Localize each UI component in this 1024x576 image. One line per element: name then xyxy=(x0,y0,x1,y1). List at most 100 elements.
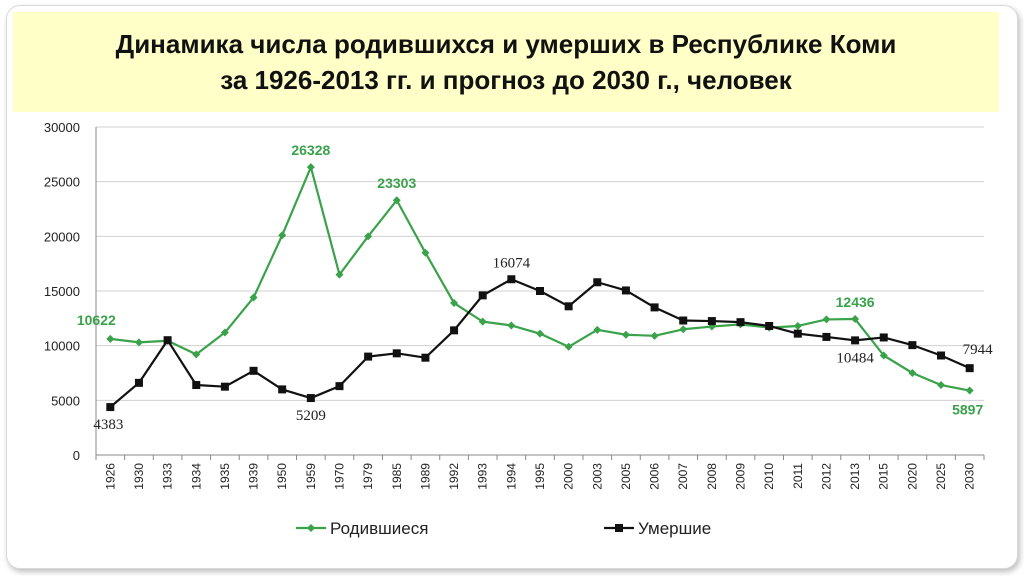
marker-deaths xyxy=(306,394,315,403)
marker-deaths xyxy=(134,378,143,387)
y-tick-label: 30000 xyxy=(44,120,80,135)
x-tick-label: 2011 xyxy=(791,463,805,489)
marker-births xyxy=(793,321,802,330)
marker-births xyxy=(564,342,573,351)
x-tick-label: 1959 xyxy=(304,463,318,490)
x-tick-label: 1992 xyxy=(447,463,461,490)
x-tick-label: 2007 xyxy=(676,463,690,490)
y-tick-label: 15000 xyxy=(44,284,80,299)
x-tick-label: 1939 xyxy=(247,463,261,490)
y-tick-label: 20000 xyxy=(44,229,80,244)
marker-births xyxy=(249,293,258,302)
marker-deaths xyxy=(536,287,544,295)
marker-deaths xyxy=(192,381,201,390)
x-tick-label: 2006 xyxy=(648,463,662,490)
marker-births xyxy=(593,325,602,334)
x-tick-label: 2025 xyxy=(934,463,948,490)
data-label-deaths: 5209 xyxy=(296,408,326,424)
marker-deaths xyxy=(822,332,831,341)
marker-deaths xyxy=(335,382,344,391)
legend-item-births: Родившиеся xyxy=(330,519,428,538)
marker-deaths xyxy=(220,382,229,391)
marker-deaths xyxy=(249,366,258,375)
marker-deaths xyxy=(879,333,888,342)
marker-births xyxy=(879,351,888,360)
marker-deaths xyxy=(937,351,946,360)
marker-deaths xyxy=(707,317,716,326)
x-tick-label: 1994 xyxy=(504,463,518,490)
marker-births xyxy=(278,231,287,240)
marker-deaths xyxy=(908,341,917,350)
marker-deaths xyxy=(278,385,287,394)
data-label-births: 26328 xyxy=(291,142,330,158)
marker-deaths xyxy=(621,286,630,295)
data-label-deaths: 4383 xyxy=(93,417,123,433)
marker-deaths xyxy=(650,303,659,312)
marker-births xyxy=(621,330,630,339)
slide-frame: Динамика числа родившихся и умерших в Ре… xyxy=(6,5,1018,569)
marker-births xyxy=(450,299,459,308)
data-label-deaths: 10484 xyxy=(836,350,874,366)
marker-births xyxy=(364,232,373,241)
marker-births xyxy=(851,315,860,324)
marker-deaths xyxy=(421,353,430,362)
marker-births xyxy=(421,248,430,257)
legend-marker-births xyxy=(307,524,315,532)
marker-births xyxy=(536,329,544,338)
marker-deaths xyxy=(392,349,401,358)
marker-deaths xyxy=(793,329,802,338)
marker-deaths xyxy=(851,336,860,345)
marker-deaths xyxy=(765,321,774,330)
x-tick-label: 2010 xyxy=(762,463,776,490)
x-tick-label: 1934 xyxy=(189,463,203,490)
x-tick-label: 2008 xyxy=(705,463,719,490)
marker-births xyxy=(106,334,115,343)
marker-births xyxy=(507,321,516,330)
x-tick-label: 1935 xyxy=(218,463,232,490)
marker-deaths xyxy=(736,318,745,327)
marker-births xyxy=(965,386,974,395)
marker-deaths xyxy=(478,291,487,300)
x-tick-label: 2003 xyxy=(590,463,604,490)
x-tick-label: 2005 xyxy=(619,463,633,490)
x-tick-label: 1933 xyxy=(161,463,175,490)
title-box: Динамика числа родившихся и умерших в Ре… xyxy=(13,12,999,112)
x-tick-label: 1993 xyxy=(476,463,490,490)
data-label-births: 10622 xyxy=(77,312,116,328)
data-label-births: 23303 xyxy=(377,175,416,191)
marker-deaths xyxy=(507,275,516,284)
marker-deaths xyxy=(965,364,974,373)
x-tick-label: 2012 xyxy=(819,463,833,490)
x-tick-label: 1995 xyxy=(533,463,547,490)
x-tick-label: 1926 xyxy=(103,463,117,490)
x-tick-label: 2013 xyxy=(848,463,862,490)
y-tick-label: 5000 xyxy=(51,393,80,408)
data-label-births: 5897 xyxy=(952,402,983,418)
legend-marker-deaths xyxy=(615,524,623,532)
marker-deaths xyxy=(593,278,602,287)
x-tick-label: 1985 xyxy=(390,463,404,490)
marker-births xyxy=(478,317,487,326)
marker-births xyxy=(192,350,201,359)
title-line-2: за 1926-2013 гг. и прогноз до 2030 г., ч… xyxy=(220,65,792,95)
legend-item-deaths: Умершие xyxy=(638,519,711,538)
data-label-deaths: 16074 xyxy=(493,255,531,271)
x-tick-label: 2000 xyxy=(562,463,576,490)
marker-births xyxy=(822,315,831,324)
marker-deaths xyxy=(163,336,172,345)
marker-deaths xyxy=(364,352,373,361)
x-tick-label: 1950 xyxy=(275,463,289,490)
x-tick-label: 2030 xyxy=(963,463,977,490)
x-tick-label: 2009 xyxy=(734,463,748,490)
marker-deaths xyxy=(450,326,459,335)
marker-births xyxy=(908,369,917,377)
y-tick-label: 25000 xyxy=(44,175,80,190)
x-tick-label: 1979 xyxy=(361,463,375,490)
marker-births xyxy=(679,325,688,334)
x-tick-label: 2020 xyxy=(905,463,919,490)
x-tick-label: 1989 xyxy=(418,463,432,490)
marker-births xyxy=(306,163,315,172)
marker-births xyxy=(134,338,143,347)
y-tick-label: 10000 xyxy=(44,339,80,354)
x-tick-label: 2015 xyxy=(877,463,891,490)
